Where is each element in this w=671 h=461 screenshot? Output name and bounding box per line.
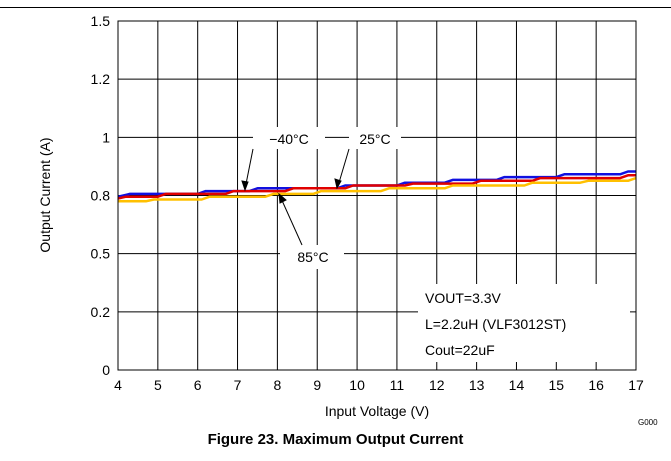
figure-caption: Figure 23. Maximum Output Current [207, 431, 464, 448]
label-25c: 25°C [349, 127, 401, 149]
x-tick-label: 13 [469, 377, 485, 393]
x-tick-label: 6 [194, 377, 202, 393]
label-25c-box [349, 127, 401, 149]
x-tick-label: 7 [234, 377, 242, 393]
conditions-bg [418, 284, 630, 362]
x-tick-label: 11 [390, 377, 405, 393]
label-85c-text: 85°C [297, 249, 328, 265]
y-tick-label: 0.5 [91, 246, 111, 262]
label-neg40-text: −40°C [269, 131, 308, 147]
y-tick-label: 1.5 [91, 13, 111, 29]
label-neg40: −40°C [253, 127, 325, 149]
condition-cout: Cout=22uF [425, 342, 495, 358]
x-tick-label: 17 [628, 377, 644, 393]
y-tick-label: 0 [102, 362, 110, 378]
condition-vout: VOUT=3.3V [425, 290, 502, 306]
x-axis-label: Input Voltage (V) [325, 403, 429, 419]
series-line-1 [117, 174, 636, 200]
x-tick-label: 4 [114, 377, 122, 393]
x-tick-label: 16 [588, 377, 604, 393]
label-neg40-box [253, 127, 325, 149]
y-axis-label: Output Current (A) [37, 137, 53, 252]
x-tick-label: 8 [273, 377, 281, 393]
y-tick-label: 1.2 [91, 71, 111, 87]
y-tick-label: 1 [102, 129, 110, 145]
x-tick-label: 12 [429, 377, 445, 393]
series-line-2 [118, 176, 637, 203]
arrow-25c [334, 148, 350, 190]
y-tick-label: 0.8 [91, 188, 111, 204]
figure-id: G000 [638, 418, 658, 427]
top-rule [0, 7, 671, 8]
label-25c-text: 25°C [359, 131, 390, 147]
x-tick-label: 14 [509, 377, 525, 393]
x-tick-label: 10 [349, 377, 365, 393]
label-85c: 85°C [280, 245, 344, 269]
plot-frame [117, 20, 637, 371]
arrow-neg40 [241, 148, 254, 192]
label-85c-box [280, 245, 344, 269]
x-tick-label: 5 [154, 377, 162, 393]
x-tick-label: 9 [313, 377, 321, 393]
conditions-box: VOUT=3.3V L=2.2uH (VLF3012ST) Cout=22uF [418, 284, 630, 362]
y-tick-label: 0.2 [91, 304, 111, 320]
tick-labels: 4 5 6 7 8 9 10 11 12 13 14 15 16 17 0 0.2 0.5 0.8 1 1.2 1.5 [91, 13, 644, 393]
series-line-0 [117, 170, 636, 198]
data-series [117, 170, 637, 203]
arrow-85c [278, 192, 303, 246]
x-tick-label: 15 [549, 377, 565, 393]
condition-inductor: L=2.2uH (VLF3012ST) [425, 316, 566, 332]
